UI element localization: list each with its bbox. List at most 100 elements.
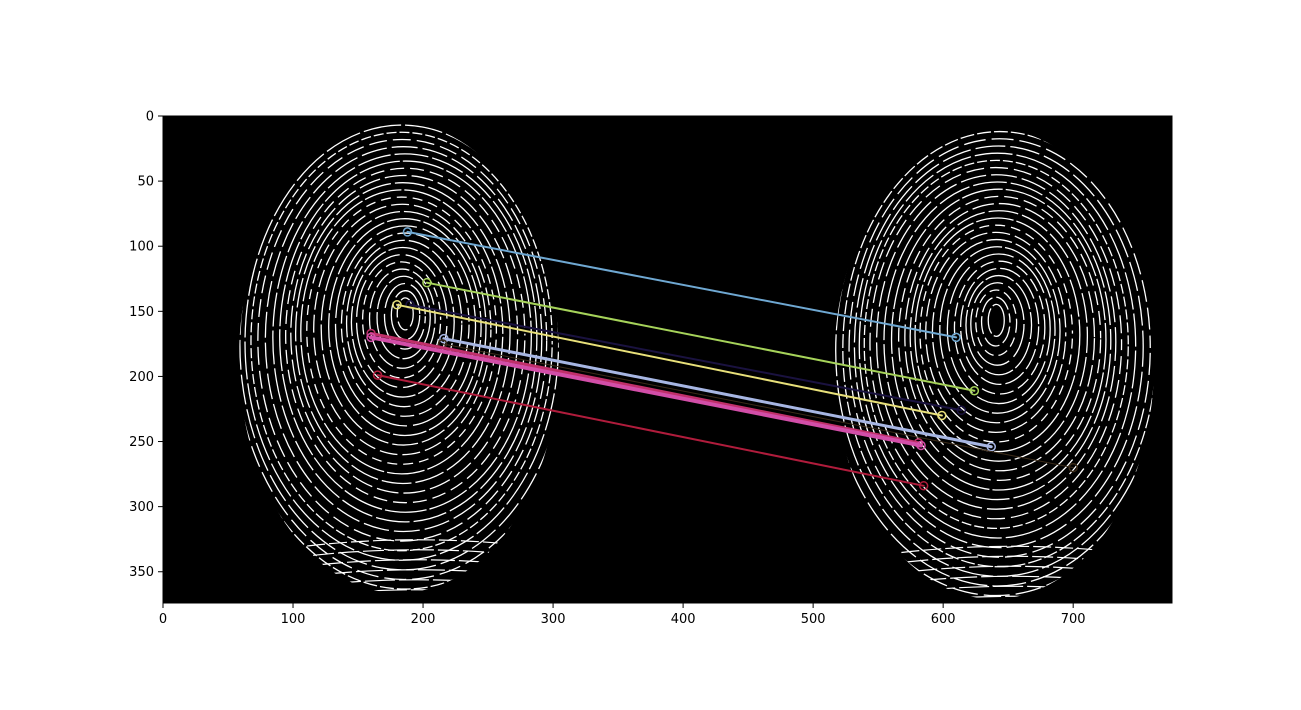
keypoint-marker [372,370,383,380]
ridge-line [396,297,414,331]
ridge-line [953,260,1046,395]
ridge-line [272,153,538,523]
keypoint-marker [969,386,980,396]
match-lines [366,227,1078,491]
ridge-line [975,289,1018,357]
ridge-line [361,261,442,379]
fingerprint-left [239,123,559,622]
y-tick-label: 350 [129,565,154,580]
ridge-line [279,160,532,513]
x-tick-label: 100 [281,612,306,627]
ridge-line [300,189,504,475]
ridge-line [959,267,1040,386]
x-tick-label: 700 [1061,612,1086,627]
keypoint-marker [916,440,926,451]
ridge-line [250,131,553,552]
ridge-line [858,606,1138,618]
ridge-line [345,239,463,408]
match-line [396,303,943,417]
keypoint-marker [405,300,415,310]
ridge-line [914,217,1081,453]
ridge-line [263,589,544,593]
ridge-line [970,282,1025,366]
ridge-line [909,210,1089,462]
x-tick-label: 300 [541,612,566,627]
ridge-line [919,224,1074,443]
ridge-line [264,146,543,533]
x-tick-label: 500 [801,612,826,627]
ridge-line [239,123,559,571]
match-line [409,303,963,412]
ridge-line [328,218,482,437]
ridge-line [939,246,1056,414]
keypoint-marker [366,332,376,343]
ridge-line [334,225,477,427]
ridge-line [987,303,1005,338]
ridge-line [869,166,1123,520]
ridge-line [257,138,548,542]
ridge-line [390,290,421,341]
match-line [442,343,1074,469]
ridge-line [285,167,526,504]
ridge-line [264,610,544,622]
ridge-line [313,203,492,456]
ridge-line [306,196,498,465]
ridge-line [890,188,1107,491]
y-tick-label: 200 [129,370,154,385]
x-axis: 0 100 200 300 400 500 600 700 [159,603,1086,627]
ridge-line [904,202,1096,472]
y-tick-label: 250 [129,435,154,450]
ridge-line [848,138,1151,558]
ridge-line [897,195,1102,482]
y-tick-label: 300 [129,500,154,515]
ridge-line [376,275,431,360]
ridge-line [368,268,436,369]
keypoint-marker [439,333,449,344]
keypoint-marker [422,277,432,288]
ridge-line [834,129,1154,597]
ridge-line [980,296,1011,347]
keypoint-marker [956,405,967,416]
ridge-line [863,159,1129,530]
match-line [406,230,958,339]
y-tick-label: 0 [146,110,154,125]
keypoint-marker [1068,462,1078,473]
ridge-line [931,238,1061,424]
x-tick-label: 400 [671,612,696,627]
ridge-line [383,282,426,350]
fingerprint-image [239,123,1154,628]
ridge-line [350,246,455,398]
ridge-line [858,152,1137,539]
ridge-line [857,595,1138,599]
y-axis: 0 50 100 150 200 250 300 350 [129,110,163,580]
keypoint-marker [918,481,929,491]
ridge-line [965,274,1033,376]
y-tick-label: 100 [129,240,154,255]
ridge-line [853,145,1144,549]
ridge-line [875,174,1117,510]
match-line [442,337,993,449]
ridge-line [858,616,1138,628]
match-line [376,374,925,487]
match-line [369,331,920,445]
x-tick-label: 600 [931,612,956,627]
ridge-line [239,123,559,590]
x-tick-label: 0 [159,612,167,627]
keypoint-marker [937,410,947,421]
ridge-line [883,181,1112,501]
y-tick-label: 50 [137,175,154,190]
ridge-line [290,174,519,494]
axes-frame [162,115,1173,604]
ridge-line [244,124,559,561]
ridge-line [946,253,1051,405]
y-tick-label: 150 [129,305,154,320]
match-line [369,335,924,448]
ridge-line [340,232,470,417]
keypoint-marker [986,441,997,452]
match-line [425,281,976,392]
x-tick-label: 200 [411,612,436,627]
ridge-line [320,210,487,446]
keypoint-marker [951,332,961,343]
keypoint-marker [402,227,413,237]
